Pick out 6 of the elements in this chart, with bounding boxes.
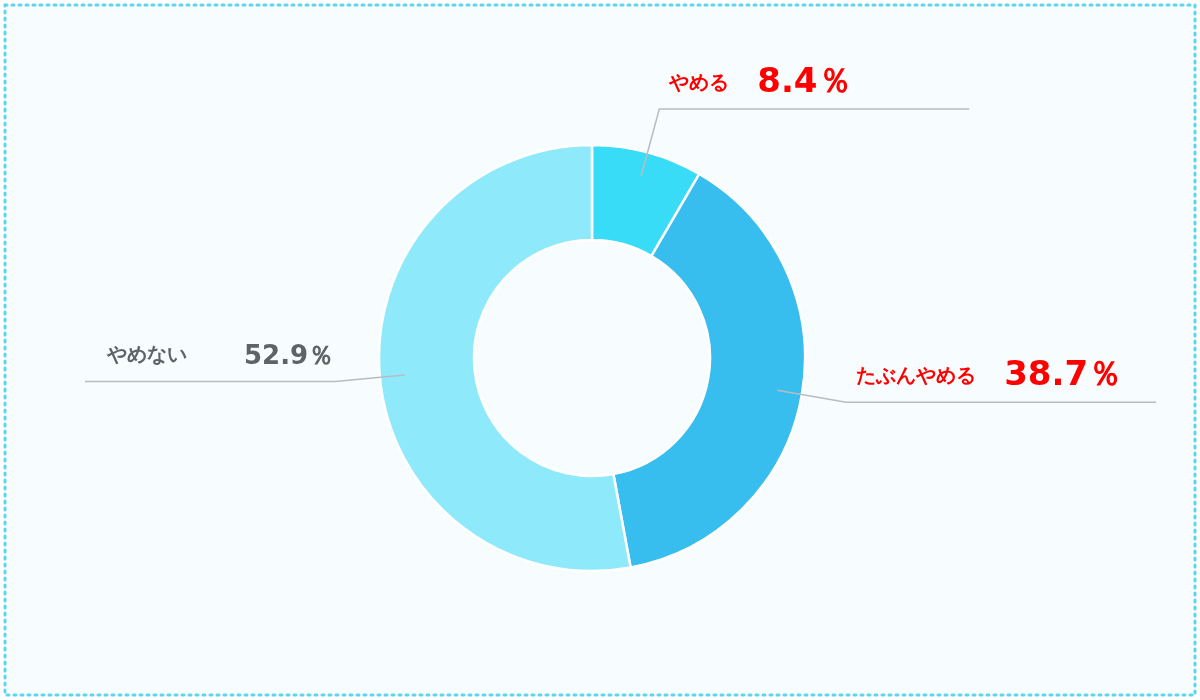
data-label: 52.9％ [244,340,335,371]
slice-label: たぶんやめる [856,363,977,388]
data-label: 38.7％ [1004,353,1123,394]
slice-label: やめない [106,342,187,367]
slice-label: やめる [668,69,730,94]
data-label: 8.4％ [757,59,852,100]
